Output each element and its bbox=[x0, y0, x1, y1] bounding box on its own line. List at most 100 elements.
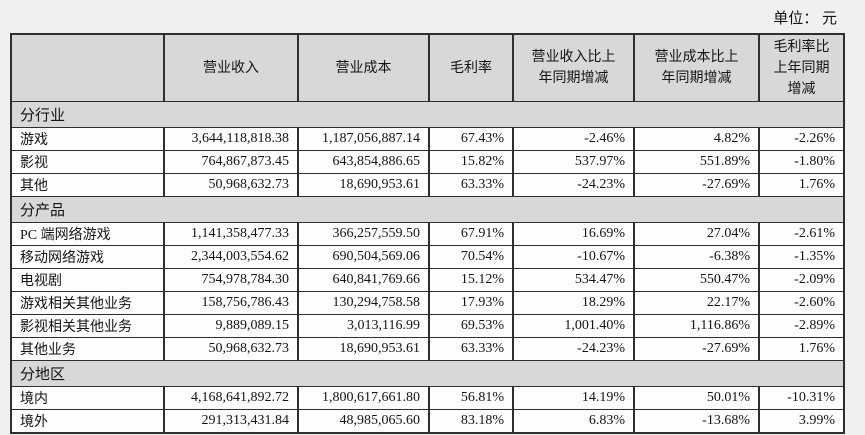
cell-value: -2.60% bbox=[758, 291, 845, 315]
cell-value: -10.31% bbox=[758, 386, 845, 410]
cell-value: 22.17% bbox=[633, 291, 760, 315]
cell-value: 63.33% bbox=[428, 173, 514, 197]
table-row: 游戏相关其他业务 158,756,786.43 130,294,758.58 17.9… bbox=[10, 291, 845, 315]
cell-value: 690,504,569.06 bbox=[297, 245, 430, 269]
cell-value: 9,889,089.15 bbox=[163, 314, 299, 338]
cell-value: 69.53% bbox=[428, 314, 514, 338]
cell-value: 67.43% bbox=[428, 127, 514, 151]
cell-value: 158,756,786.43 bbox=[163, 291, 299, 315]
cell-value: 16.69% bbox=[512, 222, 635, 246]
cell-value: 3,013,116.99 bbox=[297, 314, 430, 338]
row-label: 境内 bbox=[10, 386, 165, 410]
cell-value: 50,968,632.73 bbox=[163, 337, 299, 361]
column-header: 营业收入 bbox=[163, 33, 299, 102]
section-header-row: 分产品 bbox=[10, 196, 845, 223]
cell-value: -1.80% bbox=[758, 150, 845, 174]
cell-value: 50,968,632.73 bbox=[163, 173, 299, 197]
cell-value: 6.83% bbox=[512, 409, 635, 434]
table-row: 电视剧 754,978,784.30 640,841,769.66 15.12% 534… bbox=[10, 268, 845, 292]
cell-value: 366,257,559.50 bbox=[297, 222, 430, 246]
cell-value: 640,841,769.66 bbox=[297, 268, 430, 292]
cell-value: 18,690,953.61 bbox=[297, 337, 430, 361]
cell-value: -24.23% bbox=[512, 173, 635, 197]
cell-value: 3.99% bbox=[758, 409, 845, 434]
table-row: 影视相关其他业务 9,889,089.15 3,013,116.99 69.53% 1,… bbox=[10, 314, 845, 338]
cell-value: -27.69% bbox=[633, 173, 760, 197]
cell-value: 1.76% bbox=[758, 173, 845, 197]
cell-value: 70.54% bbox=[428, 245, 514, 269]
table-row: 影视 764,867,873.45 643,854,886.65 15.82% 537.… bbox=[10, 150, 845, 174]
table-row: 移动网络游戏 2,344,003,554.62 690,504,569.06 70.5… bbox=[10, 245, 845, 269]
cell-value: 4.82% bbox=[633, 127, 760, 151]
cell-value: 643,854,886.65 bbox=[297, 150, 430, 174]
section-header-row: 分地区 bbox=[10, 360, 845, 387]
cell-value: -10.67% bbox=[512, 245, 635, 269]
cell-value: 18,690,953.61 bbox=[297, 173, 430, 197]
table-row: PC 端网络游戏 1,141,358,477.33 366,257,559.50 67… bbox=[10, 222, 845, 246]
cell-value: 83.18% bbox=[428, 409, 514, 434]
cell-value: 130,294,758.58 bbox=[297, 291, 430, 315]
section-header-label: 分行业 bbox=[10, 101, 845, 128]
row-label: 境外 bbox=[10, 409, 165, 434]
cell-value: 551.89% bbox=[633, 150, 760, 174]
cell-value: 27.04% bbox=[633, 222, 760, 246]
cell-value: 56.81% bbox=[428, 386, 514, 410]
cell-value: 4,168,641,892.72 bbox=[163, 386, 299, 410]
row-label: 游戏 bbox=[10, 127, 165, 151]
table-row: 境外 291,313,431.84 48,985,065.60 83.18% 6.83%… bbox=[10, 409, 845, 434]
column-header bbox=[10, 33, 165, 102]
cell-value: 18.29% bbox=[512, 291, 635, 315]
cell-value: -2.89% bbox=[758, 314, 845, 338]
row-label: PC 端网络游戏 bbox=[10, 222, 165, 246]
row-label: 影视 bbox=[10, 150, 165, 174]
cell-value: -2.26% bbox=[758, 127, 845, 151]
cell-value: 534.47% bbox=[512, 268, 635, 292]
cell-value: -2.46% bbox=[512, 127, 635, 151]
row-label: 其他 bbox=[10, 173, 165, 197]
column-header: 营业收入比上年同期增减 bbox=[512, 33, 635, 102]
cell-value: -1.35% bbox=[758, 245, 845, 269]
cell-value: 1,001.40% bbox=[512, 314, 635, 338]
table-header-row: 营业收入 营业成本 毛利率 营业收入比上年同期增减 营业成本比上年同期增减 毛利率比上年同… bbox=[10, 33, 845, 102]
cell-value: 15.82% bbox=[428, 150, 514, 174]
cell-value: -27.69% bbox=[633, 337, 760, 361]
financial-breakdown-table: 营业收入 营业成本 毛利率 营业收入比上年同期增减 营业成本比上年同期增减 毛利率比上年同… bbox=[10, 33, 845, 434]
cell-value: 63.33% bbox=[428, 337, 514, 361]
cell-value: -2.61% bbox=[758, 222, 845, 246]
cell-value: 17.93% bbox=[428, 291, 514, 315]
row-label: 移动网络游戏 bbox=[10, 245, 165, 269]
cell-value: -6.38% bbox=[633, 245, 760, 269]
unit-label: 单位： 元 bbox=[773, 11, 837, 27]
table-body: 分行业 游戏 3,644,118,818.38 1,187,056,887.14 67.… bbox=[10, 101, 845, 434]
column-header: 毛利率比上年同期增减 bbox=[758, 33, 845, 102]
cell-value: 1,187,056,887.14 bbox=[297, 127, 430, 151]
row-label: 影视相关其他业务 bbox=[10, 314, 165, 338]
cell-value: -13.68% bbox=[633, 409, 760, 434]
cell-value: 1.76% bbox=[758, 337, 845, 361]
cell-value: 550.47% bbox=[633, 268, 760, 292]
cell-value: 50.01% bbox=[633, 386, 760, 410]
table-row: 境内 4,168,641,892.72 1,800,617,661.80 56.81%… bbox=[10, 386, 845, 410]
cell-value: 3,644,118,818.38 bbox=[163, 127, 299, 151]
section-header-row: 分行业 bbox=[10, 101, 845, 128]
cell-value: 1,116.86% bbox=[633, 314, 760, 338]
cell-value: -2.09% bbox=[758, 268, 845, 292]
row-label: 电视剧 bbox=[10, 268, 165, 292]
cell-value: 1,141,358,477.33 bbox=[163, 222, 299, 246]
column-header: 营业成本 bbox=[297, 33, 430, 102]
table-row: 游戏 3,644,118,818.38 1,187,056,887.14 67.43%… bbox=[10, 127, 845, 151]
cell-value: 291,313,431.84 bbox=[163, 409, 299, 434]
cell-value: 15.12% bbox=[428, 268, 514, 292]
cell-value: 48,985,065.60 bbox=[297, 409, 430, 434]
column-header: 毛利率 bbox=[428, 33, 514, 102]
table-row: 其他 50,968,632.73 18,690,953.61 63.33% -24.23… bbox=[10, 173, 845, 197]
section-header-label: 分产品 bbox=[10, 196, 845, 223]
row-label: 游戏相关其他业务 bbox=[10, 291, 165, 315]
cell-value: 764,867,873.45 bbox=[163, 150, 299, 174]
cell-value: -24.23% bbox=[512, 337, 635, 361]
cell-value: 754,978,784.30 bbox=[163, 268, 299, 292]
cell-value: 537.97% bbox=[512, 150, 635, 174]
column-header: 营业成本比上年同期增减 bbox=[633, 33, 760, 102]
section-header-label: 分地区 bbox=[10, 360, 845, 387]
